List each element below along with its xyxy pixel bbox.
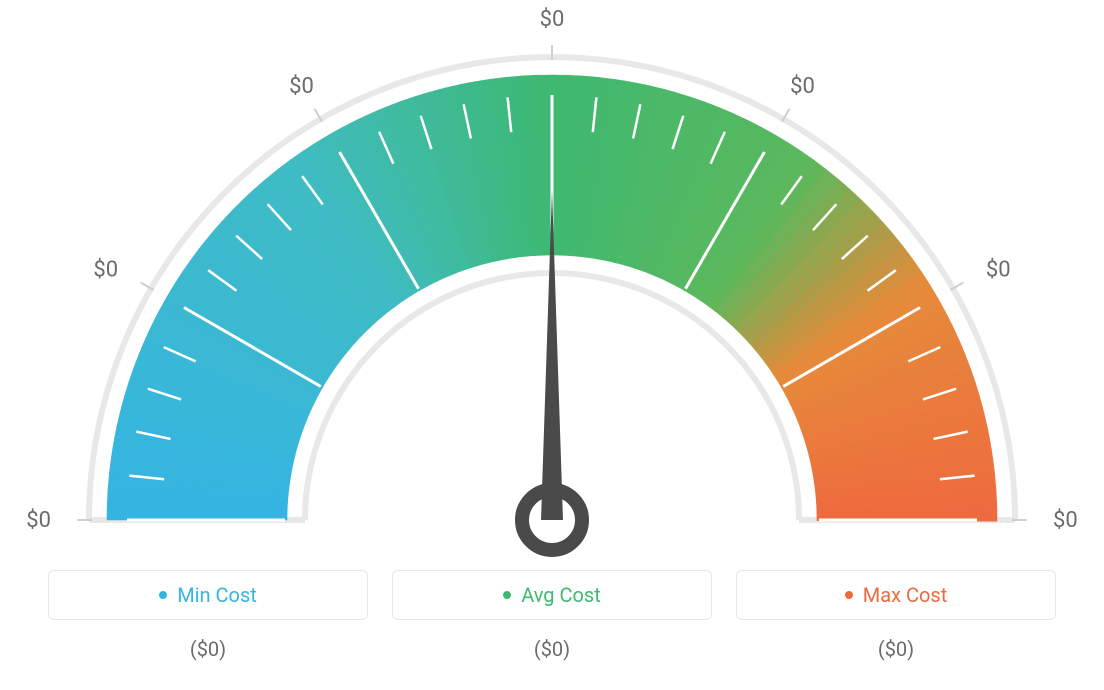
legend-avg-box: Avg Cost [392,570,712,620]
gauge-tick-label: $0 [93,258,118,283]
legend-max-value: ($0) [736,634,1056,664]
legend-labels-row: Min Cost Avg Cost Max Cost [0,570,1104,620]
cost-gauge: $0 $0 $0 $0 $0 $0 $0 [0,0,1104,560]
gauge-tick-label: $0 [790,74,815,99]
legend-max-dot [845,591,853,599]
legend-avg-dot [503,591,511,599]
gauge-tick-label: $0 [986,258,1011,283]
gauge-tick-label: $0 [26,508,51,533]
gauge-tick-label: $0 [1053,508,1078,533]
legend-values-row: ($0) ($0) ($0) [0,634,1104,664]
legend-avg-value: ($0) [392,634,712,664]
legend-min-dot [159,591,167,599]
gauge-tick-label: $0 [540,7,565,32]
legend-max-box: Max Cost [736,570,1056,620]
legend-max-label: Max Cost [863,583,948,607]
legend-avg-label: Avg Cost [521,583,601,607]
legend-min-box: Min Cost [48,570,368,620]
legend-min-value: ($0) [48,634,368,664]
gauge-tick-label: $0 [289,74,314,99]
legend-min-label: Min Cost [177,583,257,607]
gauge-svg: $0 $0 $0 $0 $0 $0 $0 [0,0,1104,560]
